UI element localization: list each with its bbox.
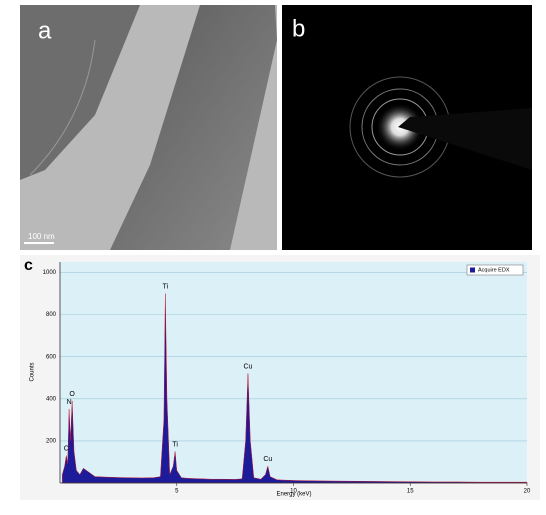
- nanotube: [20, 5, 140, 180]
- membrane-edge: [29, 39, 96, 176]
- panel-label: b: [292, 15, 305, 42]
- peak-label: C: [64, 445, 69, 452]
- scale-bar-label: 100 nm: [28, 232, 55, 241]
- beam-stop: [398, 108, 532, 170]
- peak-label: Ti: [172, 441, 178, 448]
- peak-label: O: [69, 391, 75, 398]
- panel-a: a 100 nm: [20, 5, 277, 250]
- panel-label: a: [38, 17, 52, 44]
- panel-c: c Energy (keV) Counts: [20, 255, 540, 500]
- x-tick-label: 15: [407, 489, 414, 495]
- peak-label: Cu: [243, 363, 252, 370]
- legend-box: [466, 264, 524, 276]
- nanotube: [110, 5, 277, 250]
- peak-label: Ti: [163, 283, 169, 290]
- y-tick-label: 600: [46, 354, 57, 360]
- y-tick-label: 1000: [43, 270, 57, 276]
- legend-swatch: [470, 267, 475, 273]
- x-axis-label: Energy (keV): [276, 492, 311, 498]
- panel-b: b: [282, 5, 532, 250]
- y-tick-label: 200: [46, 438, 57, 444]
- x-tick-label: 20: [524, 489, 531, 495]
- plot-area: [60, 262, 527, 483]
- peak-label: Cu: [263, 456, 272, 463]
- x-tick-label: 5: [175, 489, 179, 495]
- y-tick-label: 400: [46, 396, 57, 402]
- panel-label: c: [24, 257, 33, 274]
- spectrum: [62, 293, 528, 484]
- x-tick-label: 10: [290, 489, 297, 495]
- peak-label: N: [67, 399, 72, 406]
- y-axis-label: Counts: [30, 362, 36, 381]
- legend-label: Acquire EDX: [478, 267, 510, 273]
- y-tick-label: 800: [46, 312, 57, 318]
